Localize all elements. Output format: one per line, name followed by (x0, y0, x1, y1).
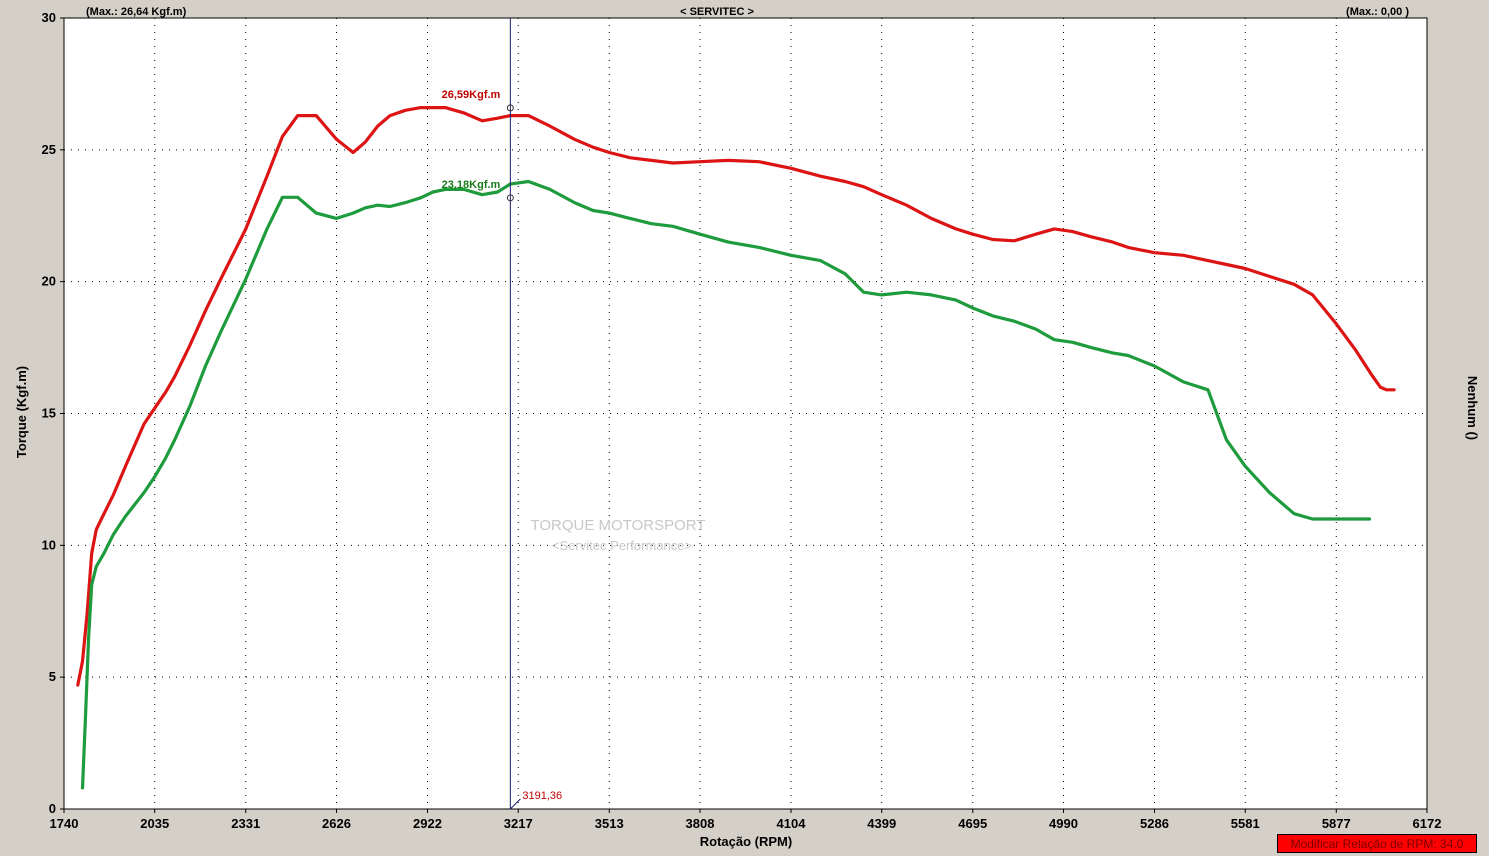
x-tick-label: 4990 (1049, 816, 1078, 831)
x-tick-label: 5286 (1140, 816, 1169, 831)
watermark-line2: <Servitec Performance> (552, 538, 692, 553)
x-tick-label: 4695 (958, 816, 987, 831)
x-tick-label: 3808 (686, 816, 715, 831)
left-max-label: (Max.: 26,64 Kgf.m) (86, 6, 187, 18)
tick-labels: 1740 2035 2331 2626 2922 3217 3513 3808 4104 4399… (42, 10, 1442, 831)
x-tick-label: 5581 (1231, 816, 1260, 831)
x-tick-label: 2922 (413, 816, 442, 831)
y-tick-label: 10 (42, 537, 56, 552)
x-tick-label: 3513 (595, 816, 624, 831)
red-torque-line (76, 105, 1396, 687)
y-tick-label: 5 (49, 669, 56, 684)
rpm-ratio-button[interactable]: Modificar Relação de RPM: 34.0 (1277, 834, 1477, 853)
green-cursor-point (506, 194, 514, 202)
x-tick-label: 2626 (322, 816, 351, 831)
x-tick-label: 4104 (777, 816, 807, 831)
x-tick-label: 1740 (50, 816, 79, 831)
x-tick-label: 2035 (140, 816, 169, 831)
right-max-label: (Max.: 0,00 ) (1346, 6, 1409, 18)
chart-title: < SERVITEC > (680, 6, 754, 18)
x-tick-label: 5877 (1322, 816, 1351, 831)
series-lines (76, 105, 1396, 790)
watermark-line1: TORQUE MOTORSPORT (530, 517, 705, 534)
y-tick-label: 15 (42, 406, 56, 421)
cursor-marker (509, 798, 521, 810)
grid-lines (60, 17, 1428, 813)
x-tick-label: 3217 (504, 816, 533, 831)
cursor-rpm-value: 3191,36 (522, 790, 562, 802)
green-cursor-value: 23,18Kgf.m (442, 179, 501, 191)
x-axis-title: Rotação (RPM) (700, 834, 792, 849)
plot-area (63, 17, 1428, 810)
y-axis-title: Torque (Kgf.m) (14, 366, 29, 458)
red-cursor-point (506, 104, 514, 112)
y-tick-label: 25 (42, 142, 56, 157)
red-cursor-value: 26,59Kgf.m (442, 89, 501, 101)
x-tick-label: 4399 (867, 816, 896, 831)
right-axis-title: Nenhum () (1465, 376, 1480, 440)
y-tick-label: 0 (49, 801, 56, 816)
y-tick-label: 30 (42, 10, 56, 25)
x-tick-label: 6172 (1413, 816, 1442, 831)
green-torque-line (80, 179, 1372, 790)
x-tick-label: 2331 (231, 816, 260, 831)
y-tick-label: 20 (42, 274, 56, 289)
